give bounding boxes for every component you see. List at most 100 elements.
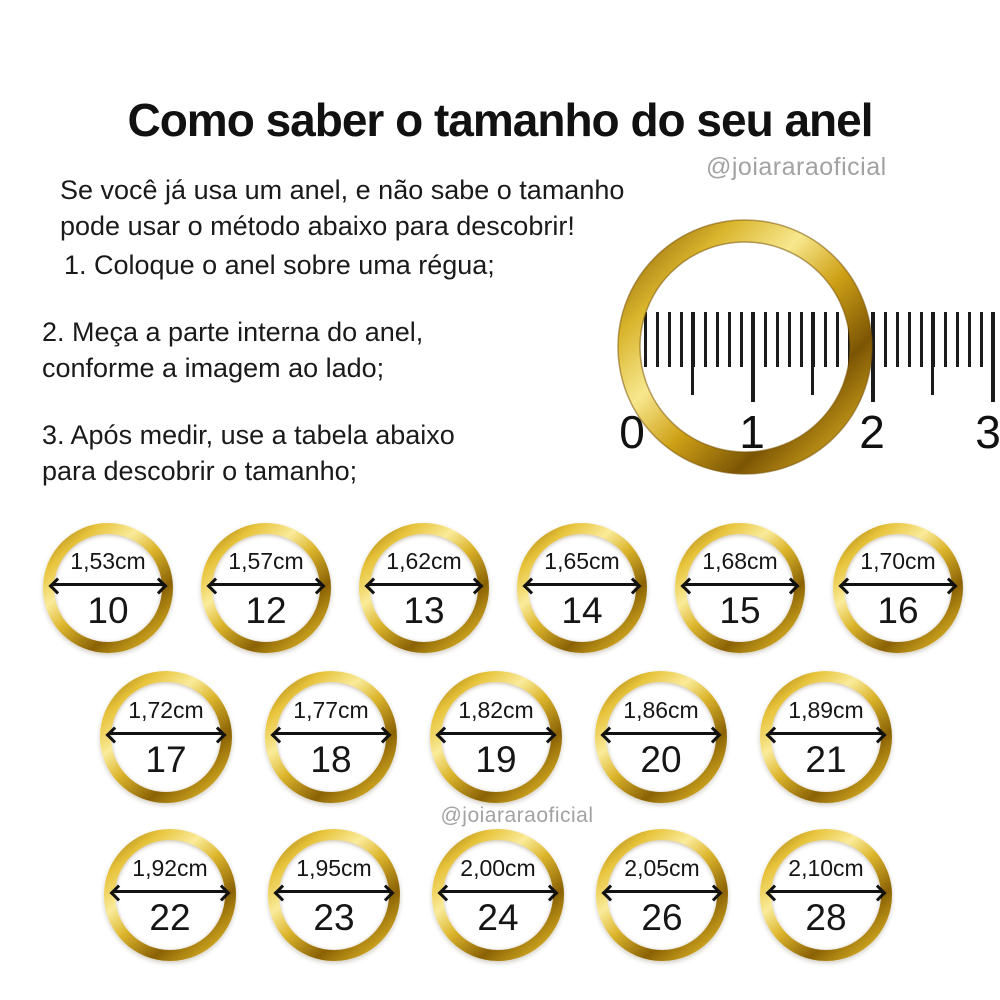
ruler-ticks: [632, 312, 1000, 402]
step-3: 3. Após medir, use a tabela abaixo para …: [42, 419, 455, 486]
ring-diameter-label: 1,77cm: [293, 696, 369, 723]
ring-size-item: 1,92cm 22: [104, 829, 236, 961]
diameter-arrow-icon: [112, 889, 228, 893]
ring-diameter-label: 1,86cm: [623, 696, 699, 723]
ring-size-row-3: 1,92cm 22 1,95cm 23 2,00cm 24 2,05cm 26 …: [104, 829, 892, 961]
ring-diameter-label: 1,68cm: [702, 547, 778, 574]
ring-diameter-label: 2,00cm: [460, 854, 536, 881]
gold-ring-illustration: [617, 219, 873, 475]
ring-diameter-label: 1,70cm: [860, 547, 936, 574]
ring-size-number: 10: [87, 589, 129, 631]
diameter-arrow-icon: [604, 889, 720, 893]
ring-inner: 1,86cm 20: [603, 682, 719, 792]
ring-inner: 2,00cm 24: [440, 840, 556, 950]
step-2: 2. Meça a parte interna do anel, conform…: [42, 316, 424, 383]
ring-size-item: 1,68cm 15: [675, 523, 805, 653]
watermark-middle: @joiararaoficial: [440, 804, 594, 827]
diameter-arrow-icon: [438, 731, 554, 735]
diameter-arrow-icon: [683, 582, 797, 586]
ruler-tick-major: [871, 312, 875, 402]
ring-diameter-label: 1,62cm: [386, 547, 462, 574]
ring-size-number: 23: [313, 896, 355, 938]
ring-diameter-label: 2,05cm: [624, 854, 700, 881]
ring-inner: 1,92cm 22: [112, 840, 228, 950]
diameter-arrow-icon: [273, 731, 389, 735]
ring-size-number: 19: [475, 738, 517, 780]
ring-size-item: 1,72cm 17: [100, 671, 232, 803]
ring-size-item: 1,86cm 20: [595, 671, 727, 803]
ring-inner: 1,95cm 23: [276, 840, 392, 950]
instruction-list: 1. Coloque o anel sobre uma régua; 2. Me…: [42, 248, 602, 521]
ring-diameter-label: 1,95cm: [296, 854, 372, 881]
diameter-arrow-icon: [276, 889, 392, 893]
ring-size-row-2: 1,72cm 17 1,77cm 18 1,82cm 19 1,86cm 20 …: [100, 671, 892, 803]
ring-size-item: 2,10cm 28: [760, 829, 892, 961]
ring-inner: 1,72cm 17: [108, 682, 224, 792]
ring-inner: 1,89cm 21: [768, 682, 884, 792]
watermark-top: @joiararaoficial: [706, 153, 887, 181]
ring-size-number: 14: [561, 589, 603, 631]
ring-size-number: 26: [641, 896, 683, 938]
diameter-arrow-icon: [603, 731, 719, 735]
ring-diameter-label: 1,53cm: [70, 547, 146, 574]
ring-inner: 2,10cm 28: [768, 840, 884, 950]
ring-size-number: 17: [145, 738, 187, 780]
ring-diameter-label: 1,89cm: [788, 696, 864, 723]
ring-size-item: 1,89cm 21: [760, 671, 892, 803]
ring-inner: 1,65cm 14: [525, 534, 639, 642]
ring-diameter-label: 1,72cm: [128, 696, 204, 723]
ring-size-item: 1,65cm 14: [517, 523, 647, 653]
ring-size-item: 1,62cm 13: [359, 523, 489, 653]
ring-size-item: 1,57cm 12: [201, 523, 331, 653]
diameter-arrow-icon: [209, 582, 323, 586]
ring-size-item: 1,95cm 23: [268, 829, 400, 961]
ring-inner: 1,82cm 19: [438, 682, 554, 792]
diameter-arrow-icon: [51, 582, 165, 586]
ring-size-item: 1,77cm 18: [265, 671, 397, 803]
ring-diameter-label: 1,65cm: [544, 547, 620, 574]
intro-text: Se você já usa um anel, e não sabe o tam…: [60, 175, 625, 241]
ring-size-number: 24: [477, 896, 519, 938]
ring-size-number: 20: [640, 738, 682, 780]
ruler-tick-half: [931, 312, 934, 395]
page-title: Como saber o tamanho do seu anel: [127, 93, 873, 146]
ring-inner: 1,62cm 13: [367, 534, 481, 642]
ring-size-number: 18: [310, 738, 352, 780]
ring-size-item: 1,70cm 16: [833, 523, 963, 653]
ring-on-ruler-figure: 0 1 2 3: [600, 205, 1000, 495]
ruler-tick-half: [811, 312, 814, 395]
ruler-label-1: 1: [739, 406, 765, 458]
ring-inner: 1,68cm 15: [683, 534, 797, 642]
ring-diameter-label: 1,57cm: [228, 547, 304, 574]
ring-inner: 1,53cm 10: [51, 534, 165, 642]
diameter-arrow-icon: [525, 582, 639, 586]
ruler-tick-major: [991, 312, 995, 402]
ring-size-number: 13: [403, 589, 445, 631]
diameter-arrow-icon: [768, 889, 884, 893]
ring-inner: 1,70cm 16: [841, 534, 955, 642]
ring-size-item: 2,00cm 24: [432, 829, 564, 961]
ring-size-number: 22: [149, 896, 191, 938]
diameter-arrow-icon: [841, 582, 955, 586]
ring-inner: 2,05cm 26: [604, 840, 720, 950]
ring-size-row-1: 1,53cm 10 1,57cm 12 1,62cm 13 1,65cm 14 …: [43, 523, 963, 653]
ring-size-number: 15: [719, 589, 761, 631]
ring-inner: 1,77cm 18: [273, 682, 389, 792]
diameter-arrow-icon: [440, 889, 556, 893]
ring-size-item: 2,05cm 26: [596, 829, 728, 961]
diameter-arrow-icon: [108, 731, 224, 735]
diameter-arrow-icon: [768, 731, 884, 735]
ring-diameter-label: 1,92cm: [132, 854, 208, 881]
ring-size-item: 1,53cm 10: [43, 523, 173, 653]
ring-size-number: 21: [805, 738, 847, 780]
ring-size-number: 16: [877, 589, 919, 631]
step-1: 1. Coloque o anel sobre uma régua;: [64, 250, 495, 280]
ring-size-item: 1,82cm 19: [430, 671, 562, 803]
ring-size-number: 12: [245, 589, 287, 631]
ring-diameter-label: 1,82cm: [458, 696, 534, 723]
ring-inner: 1,57cm 12: [209, 534, 323, 642]
ruler-label-3: 3: [975, 406, 1000, 458]
ruler-label-2: 2: [859, 406, 885, 458]
ring-size-number: 28: [805, 896, 847, 938]
